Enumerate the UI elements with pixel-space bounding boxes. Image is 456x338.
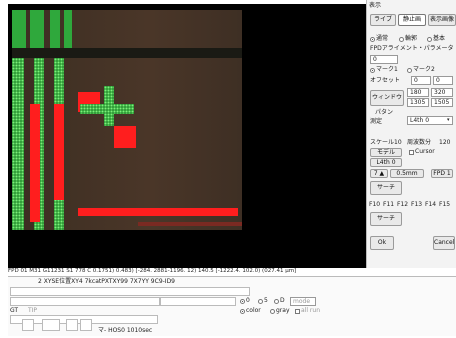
mode-radio-normal[interactable]: [370, 37, 375, 42]
all-label: all run: [301, 307, 320, 314]
lower-panel: 2 XYSE位置XY4 7kcatPXTXY99 7X7YY 9C9-ID9 0…: [8, 276, 456, 336]
info-field[interactable]: [10, 287, 250, 296]
cursor-checkbox[interactable]: [409, 150, 414, 155]
small-box-button[interactable]: [22, 319, 34, 331]
l4th-button[interactable]: L4th 0: [370, 158, 402, 167]
mode-select[interactable]: mode: [290, 297, 316, 306]
window-y1-field[interactable]: 320: [431, 88, 453, 97]
bottom-status-text: マ- HOS0 1010sec: [98, 327, 153, 334]
green-stripe: [50, 10, 60, 50]
mark1-radio[interactable]: [370, 68, 375, 73]
function-key[interactable]: F12: [397, 201, 409, 208]
mark2-label: マーク2: [413, 66, 435, 73]
status-bar: FPD 01 M31 G11231 S1 778 C 0.1751) 0.483…: [8, 268, 297, 274]
status-line-2: 2 XYSE位置XY4 7kcatPXTXY99 7X7YY 9C9-ID9: [38, 278, 176, 285]
detect-select[interactable]: L4th 0: [407, 116, 453, 125]
pattern-label: パタン: [375, 109, 394, 116]
info-field[interactable]: [10, 297, 160, 306]
radio-label: 0: [246, 297, 250, 304]
function-key[interactable]: F10: [369, 201, 381, 208]
offset-x-field[interactable]: 0: [411, 76, 431, 85]
tab-display-image[interactable]: 表示画像: [428, 14, 456, 26]
fpd-select[interactable]: 0: [370, 55, 398, 64]
function-key[interactable]: F15: [439, 201, 451, 208]
coord-field[interactable]: [160, 297, 236, 306]
offset-label: オフセット: [370, 77, 401, 84]
window-x1-field[interactable]: 180: [407, 88, 429, 97]
freq-label: 周波数分: [407, 139, 432, 146]
panel-title: 表示: [369, 2, 382, 9]
model-button[interactable]: モデル: [370, 148, 402, 157]
function-key[interactable]: F14: [425, 201, 437, 208]
radio-5[interactable]: [258, 299, 263, 304]
gray-radio[interactable]: [270, 309, 275, 314]
mark2-radio[interactable]: [407, 68, 412, 73]
scale-label: スケール: [370, 139, 395, 146]
mode-radio-label: 通常: [376, 35, 389, 42]
mark1-label: マーク1: [376, 66, 398, 73]
detect-label: 測定: [370, 118, 383, 125]
tab-live[interactable]: ライブ: [370, 14, 396, 26]
red-line: [78, 208, 238, 216]
microscope-image: [12, 10, 242, 230]
red-square: [114, 126, 136, 148]
control-panel: 表示 ライブ 静止画 表示画像 通常 輪郭 基本 FPDアライメント・パラメータ…: [366, 0, 456, 268]
green-stripe: [30, 10, 44, 50]
red-bar: [30, 104, 40, 222]
radio-d[interactable]: [274, 299, 279, 304]
cursor-label: Cursor: [415, 148, 435, 155]
dark-band: [12, 48, 242, 58]
scale-value: 10: [394, 139, 402, 146]
small-box-button[interactable]: [80, 319, 92, 331]
color-radio[interactable]: [240, 309, 245, 314]
fpd-alignment-label: FPDアライメント・パラメータ: [370, 45, 454, 52]
gt-label: GT: [10, 307, 19, 314]
mode-radio-outline[interactable]: [399, 37, 404, 42]
small-box-button[interactable]: [66, 319, 78, 331]
offset-y-field[interactable]: 0: [433, 76, 453, 85]
mode-radio-label: 輪郭: [405, 35, 418, 42]
ok-button[interactable]: Ok: [370, 236, 394, 250]
window-x2-field[interactable]: 1305: [407, 98, 429, 107]
red-line: [138, 222, 242, 226]
zoom-value-button[interactable]: 0.5mm: [390, 169, 424, 178]
all-checkbox[interactable]: [295, 309, 300, 314]
function-key[interactable]: F11: [383, 201, 395, 208]
tab-still[interactable]: 静止画: [398, 14, 426, 26]
radio-0[interactable]: [240, 299, 245, 304]
zoom-minus-button[interactable]: 7 ▲: [370, 169, 388, 178]
alignment-cross-horizontal: [80, 104, 134, 114]
radio-label: D: [280, 297, 285, 304]
cancel-button[interactable]: Cancel: [433, 236, 455, 250]
search-button-2[interactable]: サーチ: [370, 212, 402, 226]
function-key[interactable]: F13: [411, 201, 423, 208]
radio-label: 5: [264, 297, 268, 304]
window-y2-field[interactable]: 1505: [431, 98, 453, 107]
tip-label: TIP: [28, 307, 38, 314]
mode-radio-basic[interactable]: [427, 37, 432, 42]
chevron-down-icon: ▾: [447, 117, 450, 123]
freq-value: 120: [439, 139, 451, 146]
small-box-button[interactable]: [42, 319, 60, 331]
window-button[interactable]: ウィンドウ: [370, 90, 404, 106]
image-viewer[interactable]: [8, 4, 366, 268]
mode-radio-label: 基本: [433, 35, 446, 42]
red-bar: [54, 104, 64, 200]
search-button[interactable]: サーチ: [370, 181, 402, 195]
color-label: color: [246, 307, 261, 314]
gray-label: gray: [276, 307, 290, 314]
green-dot-column: [12, 58, 24, 230]
green-stripe: [12, 10, 26, 50]
fpd-button[interactable]: FPD 1: [431, 169, 453, 178]
green-stripe: [64, 10, 72, 50]
